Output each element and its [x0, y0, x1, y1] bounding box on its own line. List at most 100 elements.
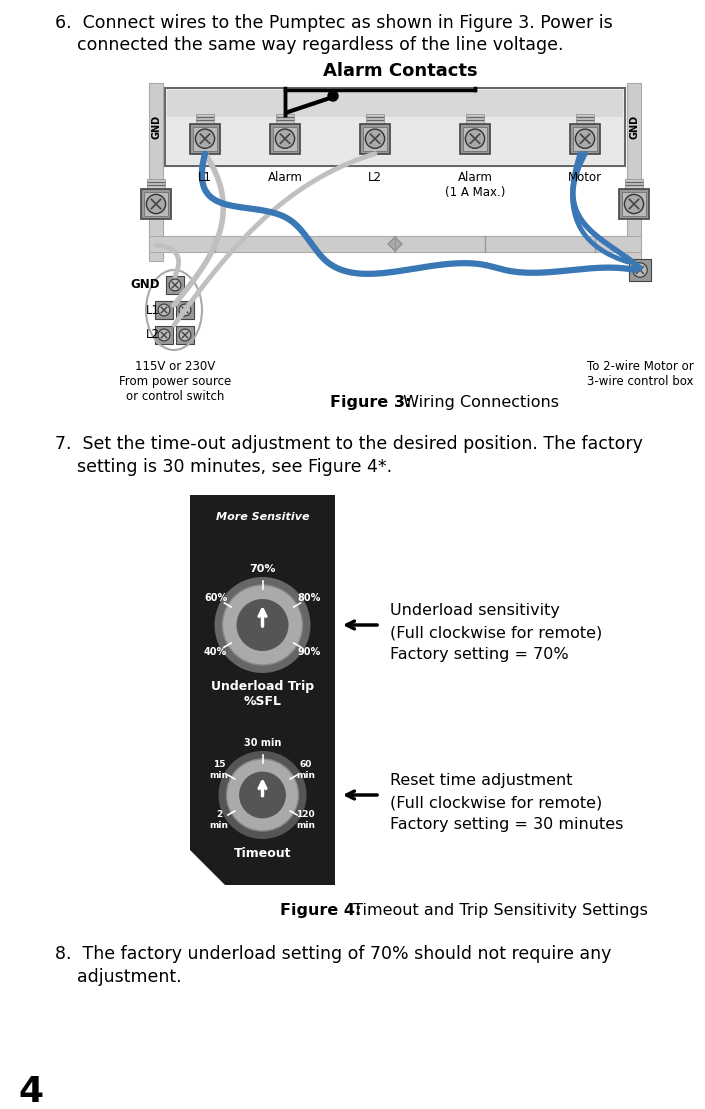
Bar [155, 301, 173, 319]
Bar [570, 124, 600, 154]
Text: GND: GND [130, 278, 160, 292]
Text: 60%: 60% [204, 593, 227, 603]
Text: Underload Trip: Underload Trip [211, 680, 314, 693]
Bar [165, 88, 625, 166]
Text: %SFL: %SFL [243, 695, 281, 708]
Text: L2: L2 [146, 328, 160, 342]
Bar [190, 124, 220, 154]
Circle shape [633, 263, 647, 277]
Circle shape [625, 194, 644, 214]
Bar [629, 260, 651, 281]
Text: Factory setting = 30 minutes: Factory setting = 30 minutes [390, 817, 623, 832]
Text: Timeout: Timeout [234, 847, 291, 859]
Bar [147, 179, 165, 189]
Bar [463, 126, 487, 151]
Circle shape [147, 194, 166, 214]
Text: 70%: 70% [250, 564, 276, 574]
Text: 7.  Set the time-out adjustment to the desired position. The factory: 7. Set the time-out adjustment to the de… [55, 435, 643, 452]
Circle shape [575, 129, 594, 149]
Bar [360, 124, 390, 154]
Text: 8.  The factory underload setting of 70% should not require any: 8. The factory underload setting of 70% … [55, 945, 611, 963]
Bar [363, 126, 387, 151]
Text: To 2-wire Motor or
3-wire control box: To 2-wire Motor or 3-wire control box [587, 360, 694, 388]
Bar [273, 126, 297, 151]
Text: Motor: Motor [568, 171, 602, 184]
Circle shape [328, 91, 338, 101]
Text: GND: GND [151, 115, 161, 139]
Text: 2
min: 2 min [209, 811, 228, 830]
Bar [276, 114, 294, 124]
Text: Alarm Contacts: Alarm Contacts [323, 62, 477, 80]
Bar [270, 124, 300, 154]
Bar [573, 126, 597, 151]
Polygon shape [388, 237, 402, 251]
Text: Alarm
(1 A Max.): Alarm (1 A Max.) [445, 171, 505, 199]
Bar [167, 90, 623, 118]
Circle shape [226, 759, 298, 831]
Bar [619, 189, 649, 218]
Text: Reset time adjustment: Reset time adjustment [390, 773, 572, 788]
Text: 40%: 40% [204, 647, 227, 657]
Text: L1: L1 [198, 171, 212, 184]
Bar [193, 126, 217, 151]
Bar [627, 83, 641, 261]
Text: (Full clockwise for remote): (Full clockwise for remote) [390, 625, 602, 640]
Text: 30 min: 30 min [244, 737, 281, 747]
Text: Figure 4:: Figure 4: [280, 903, 362, 918]
Circle shape [465, 129, 484, 149]
Bar [149, 236, 641, 252]
Circle shape [236, 599, 288, 651]
Bar [466, 114, 484, 124]
Bar [460, 124, 490, 154]
Circle shape [219, 751, 307, 840]
Bar [576, 114, 594, 124]
Circle shape [214, 577, 310, 673]
Text: setting is 30 minutes, see Figure 4*.: setting is 30 minutes, see Figure 4*. [55, 458, 392, 476]
Bar [366, 114, 384, 124]
Bar [149, 83, 163, 261]
Text: Alarm: Alarm [268, 171, 302, 184]
Text: Timeout and Trip Sensitivity Settings: Timeout and Trip Sensitivity Settings [348, 903, 648, 918]
Text: More Sensitive: More Sensitive [216, 512, 309, 522]
Bar [125, 83, 665, 333]
Circle shape [239, 772, 286, 818]
Bar [176, 301, 194, 319]
Text: 4: 4 [18, 1075, 43, 1109]
Circle shape [179, 304, 191, 316]
Bar [166, 276, 184, 294]
Bar [144, 192, 168, 216]
Circle shape [223, 586, 302, 665]
Text: 15
min: 15 min [209, 761, 228, 780]
Text: connected the same way regardless of the line voltage.: connected the same way regardless of the… [55, 35, 563, 54]
Circle shape [158, 329, 170, 340]
Circle shape [169, 279, 181, 291]
Text: 6.  Connect wires to the Pumptec as shown in Figure 3. Power is: 6. Connect wires to the Pumptec as shown… [55, 14, 613, 32]
Bar [141, 189, 171, 218]
Bar [196, 114, 214, 124]
Text: L2: L2 [368, 171, 382, 184]
Bar [625, 179, 643, 189]
Text: Factory setting = 70%: Factory setting = 70% [390, 647, 569, 662]
Text: L1: L1 [146, 304, 160, 316]
Bar [622, 192, 646, 216]
Circle shape [276, 129, 295, 149]
Text: 120
min: 120 min [296, 811, 315, 830]
Text: (Full clockwise for remote): (Full clockwise for remote) [390, 795, 602, 810]
Text: GND: GND [629, 115, 639, 139]
Circle shape [195, 129, 214, 149]
Text: Wiring Connections: Wiring Connections [398, 395, 559, 410]
Text: Figure 3:: Figure 3: [330, 395, 412, 410]
Circle shape [158, 304, 170, 316]
Text: 80%: 80% [298, 593, 321, 603]
Text: 90%: 90% [298, 647, 321, 657]
Circle shape [365, 129, 385, 149]
Bar [167, 118, 623, 164]
Text: adjustment.: adjustment. [55, 968, 182, 986]
Text: 60
min: 60 min [296, 761, 315, 780]
Text: Underload sensitivity: Underload sensitivity [390, 603, 560, 618]
Bar [176, 326, 194, 344]
Text: 115V or 230V
From power source
or control switch: 115V or 230V From power source or contro… [119, 360, 231, 403]
Polygon shape [190, 495, 335, 885]
Bar [155, 326, 173, 344]
Circle shape [179, 329, 191, 340]
